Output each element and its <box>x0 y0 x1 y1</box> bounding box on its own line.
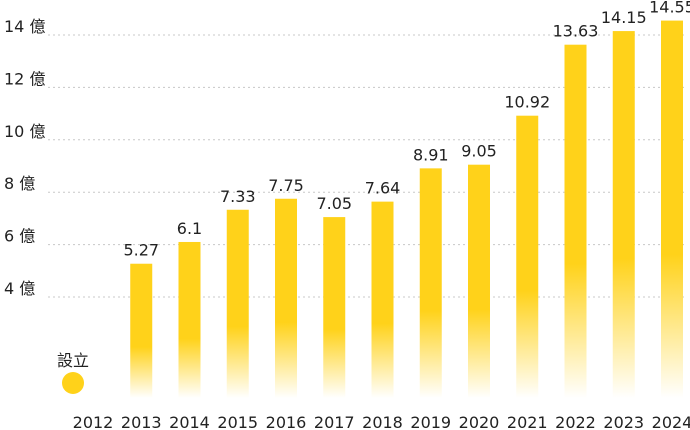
bar-value-label: 7.64 <box>365 179 401 198</box>
y-tick-label: 10 億 <box>4 122 45 141</box>
bars <box>130 20 683 399</box>
bar <box>371 201 394 398</box>
bar-value-label: 6.1 <box>177 219 202 238</box>
bar <box>468 164 490 398</box>
x-tick-label: 2018 <box>362 413 403 430</box>
x-tick-label: 2022 <box>555 413 596 430</box>
bar-value-label: 8.91 <box>413 145 449 164</box>
bar-value-label: 14.55 <box>649 0 690 17</box>
y-tick-label: 8 億 <box>4 174 35 193</box>
x-tick-label: 2012 <box>73 413 114 430</box>
y-tick-label: 12 億 <box>4 69 45 88</box>
x-tick-label: 2023 <box>603 413 644 430</box>
bar <box>516 115 539 399</box>
founding-marker-icon <box>62 372 84 394</box>
bar <box>130 263 153 398</box>
bar-value-label: 7.33 <box>220 187 256 206</box>
bar <box>178 241 201 398</box>
bar-value-label: 14.15 <box>601 8 647 27</box>
x-tick-label: 2019 <box>410 413 451 430</box>
x-tick-label: 2020 <box>459 413 500 430</box>
bar <box>564 44 587 398</box>
bar-value-label: 10.92 <box>504 93 550 112</box>
x-axis-ticks: 2012 2013 2014 2015 2016 2017 2018 2019 2020 2021… <box>73 413 690 430</box>
y-tick-label: 6 億 <box>4 227 35 246</box>
x-tick-label: 2024 <box>652 413 690 430</box>
data-labels: 5.27 6.1 7.33 7.75 7.05 7.64 8.91 9.05 10.92 13.6… <box>123 0 690 260</box>
bar-value-label: 9.05 <box>461 142 497 161</box>
x-tick-label: 2014 <box>169 413 210 430</box>
bar-value-label: 7.75 <box>268 176 304 195</box>
bar <box>419 168 442 398</box>
founding-label: 設立 <box>57 351 89 370</box>
founding-annotation: 設立 <box>57 351 89 394</box>
bar <box>323 217 346 398</box>
bar <box>661 20 683 399</box>
y-axis-ticks: 4 億 6 億 8 億 10 億 12 億 14 億 <box>4 17 45 298</box>
x-tick-label: 2017 <box>314 413 355 430</box>
bar <box>612 31 635 398</box>
x-tick-label: 2013 <box>121 413 162 430</box>
bar-value-label: 13.63 <box>553 22 599 41</box>
bar <box>226 209 249 398</box>
x-tick-label: 2015 <box>217 413 258 430</box>
x-tick-label: 2021 <box>507 413 548 430</box>
bar <box>275 198 297 398</box>
x-tick-label: 2016 <box>266 413 307 430</box>
bar-value-label: 7.05 <box>316 194 352 213</box>
y-tick-label: 14 億 <box>4 17 45 36</box>
y-tick-label: 4 億 <box>4 279 35 298</box>
bar-value-label: 5.27 <box>123 241 159 260</box>
